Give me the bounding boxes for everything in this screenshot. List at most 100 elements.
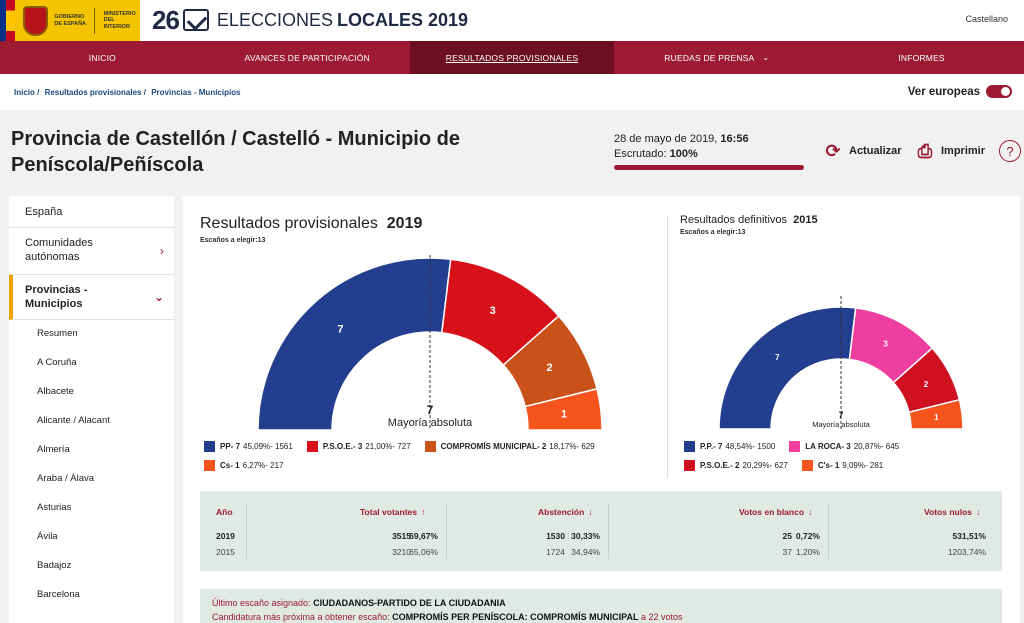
header-abstencion[interactable]: Abstención ↓ [538,507,593,517]
refresh-button[interactable]: ⟳ Actualizar [822,140,901,162]
legend-party: P.P. [700,442,714,451]
seat-segment[interactable] [908,398,964,430]
chart-2019-legend-row2: Cs- 1 6,27%- 217 [204,460,298,471]
table-cell-year: 2019 [216,531,235,541]
province-item[interactable]: Alicante / Alacant [37,415,110,426]
legend-detail: 21,00%- 727 [365,442,411,451]
nav-ruedas[interactable]: RUEDAS DE PRENSA ⌄ [614,41,819,74]
next-seat-label: Candidatura más próxima a obtener escaño… [212,612,390,622]
sidebar-item-espana[interactable]: España [9,196,174,228]
legend-swatch [684,460,695,471]
legend-seats: 1 [235,461,240,470]
legend-item: P.S.O.E.- 2 20,29%- 627 [684,460,802,471]
table-cell-year: 2015 [216,547,235,557]
legend-name: PP- 7 [220,442,241,451]
legend-item: C's- 1 9,09%- 281 [801,460,897,471]
legend-item: P.P.- 7 48,54%- 1500 [684,441,789,452]
table-cell-votantes-pct: 65,06% [409,547,438,557]
legend-name: P.S.O.E.- 2 [700,461,740,470]
header-nulos[interactable]: Votos nulos ↓ [924,507,980,517]
table-cell-abst-pct: 34,94% [571,547,600,557]
europeas-toggle[interactable] [986,85,1012,98]
arrow-down-icon: ↓ [808,507,813,517]
legend-swatch [306,441,318,452]
province-item[interactable]: Barcelona [37,589,80,600]
chart-2015-title: Resultados definitivos 2015 [680,214,818,226]
chevron-down-icon: ⌄ [153,290,164,304]
breadcrumb-provincias[interactable]: Provincias - Municipios [151,88,241,97]
page-title: Provincia de Castellón / Castelló - Muni… [11,128,460,176]
table-cell-blanco-pct: 0,72% [795,531,820,541]
header-label: Abstención [538,507,585,517]
europeas-label: Ver europeas [907,85,980,98]
sidebar-item-label: Provincias - Municipios [25,284,88,310]
nav-informes[interactable]: INFORMES [819,41,1024,74]
seat-count-label: 1 [934,413,939,422]
language-selector[interactable]: Castellano [965,14,1008,24]
breadcrumb-resultados[interactable]: Resultados provisionales / [44,88,146,97]
table-cell-votantes: 3210 [392,547,411,557]
header-blanco[interactable]: Votos en blanco ↓ [739,507,812,517]
sidebar-item-comunidades[interactable]: Comunidades autónomas › [9,228,174,275]
table-cell-abst: 1724 [546,547,565,557]
nav-resultados[interactable]: RESULTADOS PROVISIONALES [409,41,615,74]
help-icon[interactable]: ? [999,140,1021,162]
breadcrumb-inicio[interactable]: Inicio / [14,88,40,97]
main-nav: INICIO AVANCES DE PARTICIPACIÓN RESULTAD… [0,41,1024,74]
legend-detail: 45,09%- 1561 [243,442,293,451]
legend-item: COMPROMÍS MUNICIPAL- 2 18,17%- 629 [424,441,609,452]
nav-avances[interactable]: AVANCES DE PARTICIPACIÓN [205,41,410,74]
seats-total: 13 [257,237,266,244]
seat-segment[interactable] [257,257,452,431]
government-logo[interactable]: GOBIERNO DE ESPAÑA MINISTERIO DEL INTERI… [0,0,140,41]
legend-detail: 6,27%- 217 [242,461,284,470]
legend-swatch [204,441,215,452]
chart-2015-majority: 7 Mayoría absoluta [791,410,891,429]
legend-item: LA ROCA- 3 20,87%- 645 [789,441,913,452]
legend-name: Cs- 1 [220,461,240,470]
seat-segment[interactable] [524,387,603,431]
province-item[interactable]: A Coruña [37,357,77,368]
legend-item: Cs- 1 6,27%- 217 [204,460,298,471]
seat-segment[interactable] [718,306,857,430]
province-list: Resumen A Coruña Albacete Alicante / Alacan… [9,320,174,610]
seat-count-label: 2 [546,362,552,374]
chart-2015-legend-row1: P.P.- 7 48,54%- 1500 LA ROCA- 3 20,87%- 645 [684,441,913,452]
sidebar-item-provincias[interactable]: Provincias - Municipios ⌄ [9,275,174,320]
table-cell-nulos-pct: 1,51% [961,531,986,541]
update-date: 28 de mayo de 2019, [614,133,718,145]
province-item[interactable]: Resumen [37,328,78,339]
province-item[interactable]: Badajoz [37,560,72,571]
province-item[interactable]: Ávila [37,531,58,542]
legend-item: PP- 7 45,09%- 1561 [204,441,307,452]
province-item[interactable]: Almería [37,444,70,455]
chart-title-text: Resultados definitivos [680,214,788,226]
legend-seats: 1 [834,461,840,470]
province-item[interactable]: Albacete [37,386,74,397]
header-votantes[interactable]: Total votantes ↑ [360,507,425,517]
sidebar-item-label: España [25,206,63,218]
province-item[interactable]: Araba / Álava [37,473,95,484]
legend-party: P.S.O.E. [322,442,353,451]
chart-year: 2019 [386,215,423,232]
nav-inicio[interactable]: INICIO [0,41,205,74]
chart-divider [667,216,668,478]
seat-count-label: 7 [337,324,343,336]
legend-seats: 3 [357,442,363,451]
legend-seats: 7 [717,442,723,451]
province-item[interactable]: Asturias [37,502,72,513]
breadcrumb: Inicio / Resultados provisionales / Prov… [14,88,244,97]
gov-text-1: GOBIERNO DE ESPAÑA [54,14,87,27]
chart-2015-hemicycle: 7 3 2 1 [718,296,964,430]
elections-brand[interactable]: 26 ELECCIONES LOCALES 2019 [152,5,468,35]
seats-label: Escaños a elegir: [680,229,738,236]
next-seat-suffix-a: a [640,612,646,622]
legend-detail: 48,54%- 1500 [725,442,776,451]
seat-info-box: Último escaño asignado: CIUDADANOS-PARTI… [200,589,1002,623]
majority-value: 7 [426,403,434,417]
seat-count-label: 7 [775,353,780,362]
legend-party: COMPROMÍS MUNICIPAL [440,442,537,451]
print-button[interactable]: ⎙ Imprimir [914,140,985,162]
seats-label: Escaños a elegir: [200,237,258,244]
chart-2015-legend-row2: P.S.O.E.- 2 20,29%- 627 C's- 1 9,09%- 281 [684,460,897,471]
